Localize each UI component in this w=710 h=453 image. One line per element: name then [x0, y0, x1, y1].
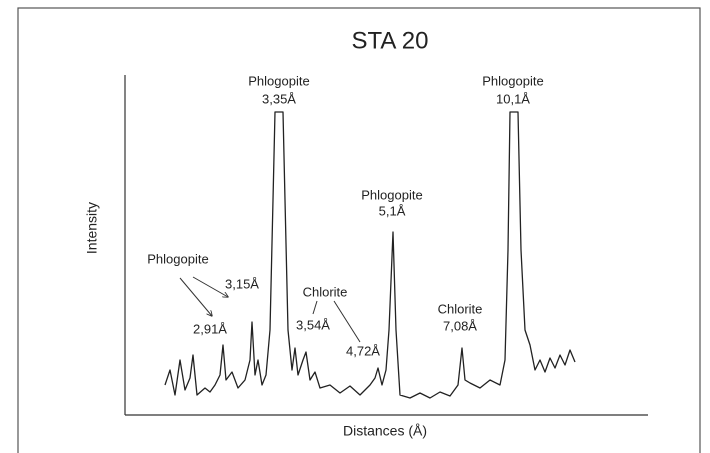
annotation: 5,1Å	[379, 203, 406, 218]
arrow	[179, 277, 212, 316]
chart-title: STA 20	[352, 27, 429, 54]
annotation: 2,91Å	[193, 321, 227, 336]
annotation: Phlogopite	[482, 73, 543, 88]
x-axis-label: Distances (Å)	[343, 423, 427, 439]
annotation: Chlorite	[438, 301, 483, 316]
annotation: 3,54Å	[296, 317, 330, 332]
annotation: Chlorite	[303, 284, 348, 299]
annotation: 3,35Å	[262, 91, 296, 106]
y-axis-label: Intensity	[84, 202, 100, 254]
leader-line	[312, 300, 318, 315]
annotation: 3,15Å	[225, 276, 259, 291]
annotation: Phlogopite	[248, 73, 309, 88]
frame	[17, 7, 701, 453]
arrow	[192, 276, 228, 297]
leader-line	[333, 300, 361, 343]
trace	[164, 111, 576, 399]
annotation: Phlogopite	[361, 187, 422, 202]
annotation: 7,08Å	[443, 318, 477, 333]
annotation: Phlogopite	[147, 251, 208, 266]
annotation: 10,1Å	[496, 91, 530, 106]
annotation: 4,72Å	[346, 343, 380, 358]
